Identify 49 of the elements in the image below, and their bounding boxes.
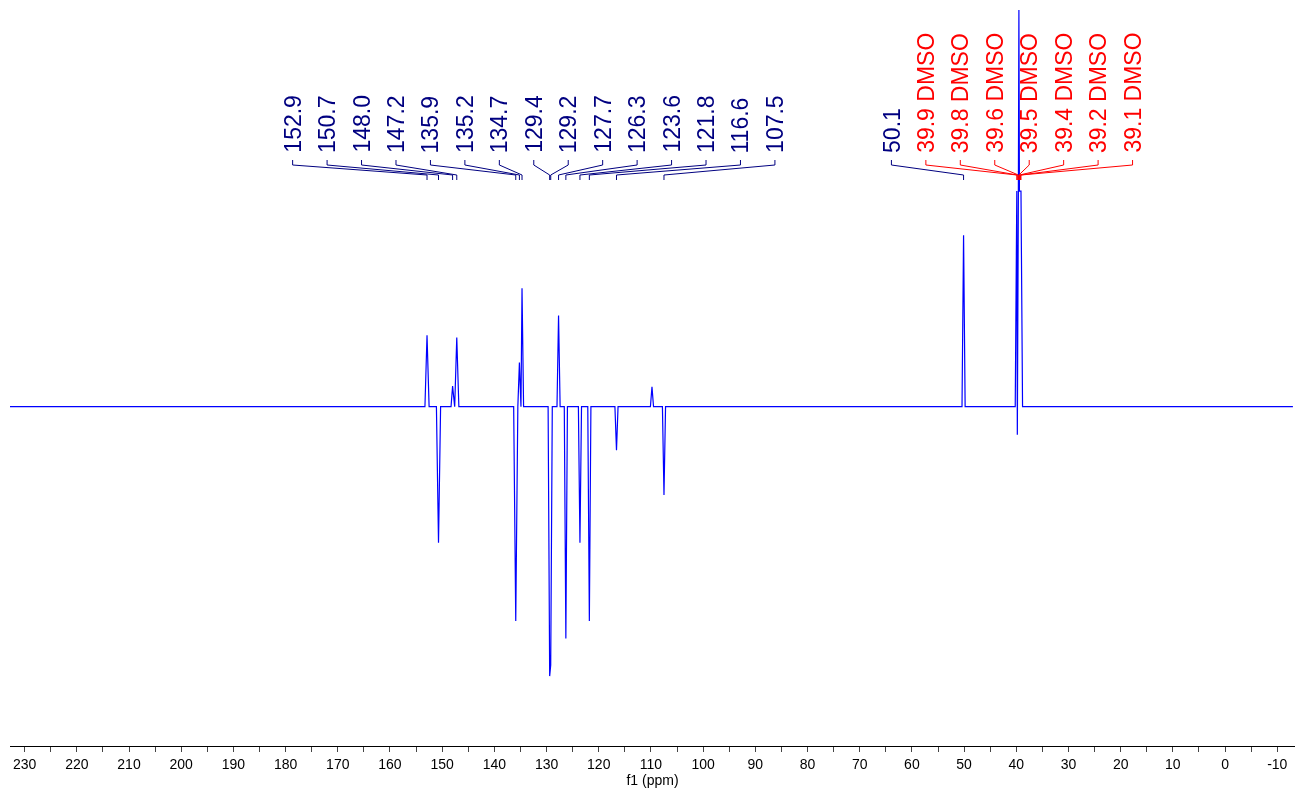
annotation: 129.4 [520, 95, 547, 153]
x-tick-label: 40 [1008, 755, 1025, 772]
x-tick-label: 20 [1112, 755, 1129, 772]
x-tick-label: 50 [956, 755, 973, 772]
annotation: 126.3 [624, 95, 651, 154]
x-tick-label: 100 [691, 755, 716, 772]
annotation: 39.2 DMSO [1085, 32, 1112, 154]
annotation: 147.2 [382, 95, 409, 153]
annotation: 50.1 [878, 108, 905, 153]
annotation: 148.0 [348, 94, 375, 153]
x-tick-label: 70 [851, 755, 868, 772]
x-tick-label: 180 [273, 755, 298, 772]
x-tick-label: 90 [747, 755, 764, 772]
x-tick-label: 60 [904, 755, 920, 772]
x-tick-label: 160 [378, 755, 402, 772]
x-tick-label: 220 [65, 755, 89, 772]
annotation: 129.2 [555, 95, 582, 154]
annotation: 39.8 DMSO [947, 33, 974, 154]
x-tick-label: 170 [326, 755, 350, 772]
annotation: 39.5 DMSO [1016, 33, 1043, 154]
annotation: 107.5 [761, 95, 788, 153]
annotation: 39.1 DMSO [1119, 32, 1146, 153]
annotation: 135.9 [417, 95, 444, 154]
annotation: 134.7 [486, 95, 513, 154]
x-tick-label: 200 [169, 755, 194, 772]
x-tick-label: 110 [639, 755, 663, 772]
annotation: 39.4 DMSO [1050, 32, 1077, 153]
annotation: 121.8 [693, 95, 720, 154]
x-tick-label: 210 [117, 755, 141, 772]
x-tick-label: 120 [587, 755, 611, 772]
annotation: 116.6 [727, 97, 754, 154]
x-tick-label: 140 [482, 755, 507, 772]
annotation: 123.6 [658, 95, 685, 153]
x-tick-label: 230 [12, 755, 37, 772]
x-tick-label: 30 [1060, 755, 1077, 772]
x-tick-label: 10 [1165, 755, 1181, 772]
annotation: 39.6 DMSO [981, 32, 1008, 153]
x-tick-label: 130 [534, 755, 559, 772]
annotation: 135.2 [451, 95, 478, 153]
x-axis-title: f1 (ppm) [626, 771, 679, 788]
annotation: 127.7 [589, 95, 616, 153]
x-tick-label: 80 [799, 755, 816, 772]
annotation: 152.9 [279, 95, 306, 153]
x-tick-label: -10 [1267, 755, 1288, 772]
x-tick-label: 190 [221, 755, 246, 772]
x-tick-label: 150 [430, 755, 455, 772]
annotation: 150.7 [314, 95, 341, 154]
x-tick-label: 0 [1221, 755, 1230, 772]
annotation: 39.9 DMSO [912, 32, 939, 153]
